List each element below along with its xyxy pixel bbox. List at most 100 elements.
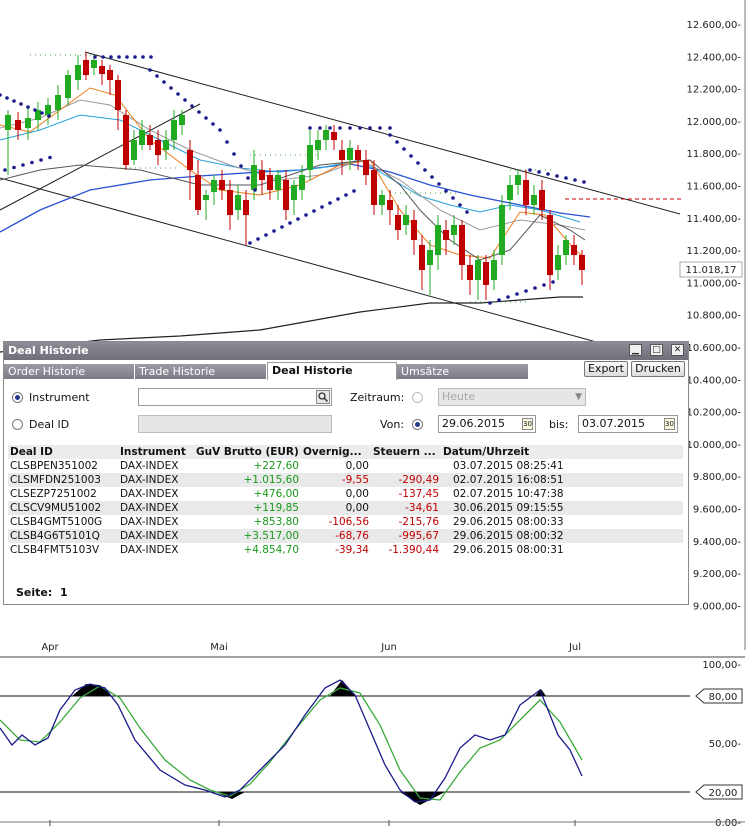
psar-dot: [211, 122, 215, 126]
candle-body: [25, 118, 31, 128]
ma-line-orange: [0, 87, 586, 259]
psar-dot: [155, 74, 159, 78]
table-cell: -290,49: [371, 473, 441, 487]
month-tick-label: Jun: [380, 642, 397, 653]
minimize-icon[interactable]: ▁: [629, 344, 642, 356]
psar-dot: [30, 160, 34, 165]
dealid-radio[interactable]: [12, 419, 23, 430]
tab-order-historie[interactable]: Order Historie: [4, 364, 134, 379]
column-header-datum[interactable]: Datum/Uhrzeit: [441, 445, 683, 459]
candle-body: [419, 245, 425, 270]
psar-dot: [524, 289, 528, 293]
price-tick-label: 10.400,00-: [686, 375, 741, 386]
zeitraum-radio[interactable]: [412, 392, 423, 403]
psar-dot: [26, 105, 30, 109]
table-row[interactable]: CLSB4GMT5100G DAX-INDEX +853,80 -106,56 -215…: [8, 515, 683, 529]
print-button[interactable]: Drucken: [631, 361, 685, 377]
search-icon[interactable]: [316, 390, 330, 404]
candle-body: [579, 255, 585, 270]
psar-dot: [21, 163, 25, 167]
deal-history-dialog: Deal Historie ▁ □ ✕ Order Historie Trade…: [3, 341, 689, 605]
month-tick-label: Apr: [41, 642, 59, 653]
psar-dot: [312, 209, 316, 213]
column-header-overnight[interactable]: Overnig...: [301, 445, 371, 459]
ma-line-dark: [0, 159, 586, 261]
price-tick-label: 10.800,00-: [686, 311, 741, 322]
psar-dot: [33, 108, 37, 112]
table-cell: CLSEZP7251002: [8, 487, 118, 501]
psar-dot: [358, 126, 362, 130]
candle-body: [55, 95, 61, 110]
table-cell: CLSMFDN251003: [8, 473, 118, 487]
candle-body: [531, 195, 537, 205]
psar-dot: [409, 154, 413, 158]
psar-dot: [537, 170, 541, 174]
trend-line-upper: [84, 51, 681, 215]
trend-line-lower: [0, 177, 601, 344]
candle-body: [163, 140, 169, 150]
candle-body: [315, 140, 321, 150]
dialog-title: Deal Historie: [4, 342, 688, 360]
tab-trade-historie[interactable]: Trade Historie: [135, 364, 266, 379]
deal-table: Deal ID Instrument GuV Brutto (EUR) Over…: [8, 445, 683, 557]
dealid-input[interactable]: [138, 415, 332, 433]
psar-dot: [582, 180, 586, 184]
psar-dot: [264, 233, 268, 237]
column-header-guv[interactable]: GuV Brutto (EUR): [194, 445, 301, 459]
table-cell: 0,00: [301, 459, 371, 473]
table-row[interactable]: CLSB4FMT5103V DAX-INDEX +4.854,70 -39,34 -1.…: [8, 543, 683, 557]
psar-dot: [225, 140, 229, 144]
psar-dot: [430, 175, 434, 179]
bis-label: bis:: [549, 418, 569, 431]
instrument-input[interactable]: [138, 388, 332, 406]
oscillator-tick-label: 50,00-: [709, 739, 742, 750]
bis-date-field[interactable]: 03.07.2015 30: [578, 415, 678, 433]
table-cell: +476,00: [194, 487, 301, 501]
page-number: 1: [60, 586, 68, 599]
candle-body: [75, 65, 81, 80]
instrument-radio[interactable]: [12, 392, 23, 403]
von-date-field[interactable]: 29.06.2015 30: [438, 415, 536, 433]
psar-dot: [19, 102, 23, 106]
psar-dot: [148, 68, 152, 72]
table-cell: DAX-INDEX: [118, 515, 194, 529]
table-cell: CLSB4G6T5101Q: [8, 529, 118, 543]
zeitraum-label: Zeitraum:: [350, 391, 405, 404]
candle-body: [15, 120, 21, 130]
psar-dot: [423, 168, 427, 172]
candle-body: [155, 140, 161, 155]
zeitraum-select[interactable]: Heute ▼: [438, 388, 586, 406]
close-icon[interactable]: ✕: [671, 344, 684, 356]
maximize-icon[interactable]: □: [650, 344, 663, 356]
table-cell: +227,60: [194, 459, 301, 473]
calendar-icon[interactable]: 30: [664, 418, 675, 430]
table-cell: CLSB4FMT5103V: [8, 543, 118, 557]
price-tick-label: 11.000,00-: [686, 278, 741, 289]
table-cell: CLSCV9MU51002: [8, 501, 118, 515]
von-radio[interactable]: [412, 419, 423, 430]
calendar-icon[interactable]: 30: [522, 418, 533, 430]
psar-dot: [109, 55, 113, 59]
table-row[interactable]: CLSMFDN251003 DAX-INDEX +1.015,60 -9,55 -290…: [8, 473, 683, 487]
bis-date-value: 03.07.2015: [582, 417, 645, 430]
psar-dot: [328, 201, 332, 205]
table-row[interactable]: CLSCV9MU51002 DAX-INDEX +119,85 0,00 -34,61 3…: [8, 501, 683, 515]
column-header-steuern[interactable]: Steuern ...: [371, 445, 441, 459]
oscillator-level-label: 20,00: [709, 788, 738, 799]
table-cell: -137,45: [371, 487, 441, 501]
table-row[interactable]: CLSB4G6T5101Q DAX-INDEX +3.517,00 -68,76 -99…: [8, 529, 683, 543]
export-button[interactable]: Export: [584, 361, 628, 377]
psar-dot: [388, 133, 392, 137]
tab-umsaetze[interactable]: Umsätze: [397, 364, 528, 379]
table-row[interactable]: CLSEZP7251002 DAX-INDEX +476,00 0,00 -137,45…: [8, 487, 683, 501]
tab-deal-historie[interactable]: Deal Historie: [267, 362, 397, 380]
price-tick-label: 9.200,00-: [693, 569, 742, 580]
table-row[interactable]: CLSBPEN351002 DAX-INDEX +227,60 0,00 03.07.2…: [8, 459, 683, 473]
table-cell: 0,00: [301, 487, 371, 501]
psar-dot: [336, 197, 340, 201]
column-header-deal-id[interactable]: Deal ID: [8, 445, 118, 459]
candle-body: [211, 180, 217, 192]
column-header-instrument[interactable]: Instrument: [118, 445, 194, 459]
psar-dot: [348, 126, 352, 130]
